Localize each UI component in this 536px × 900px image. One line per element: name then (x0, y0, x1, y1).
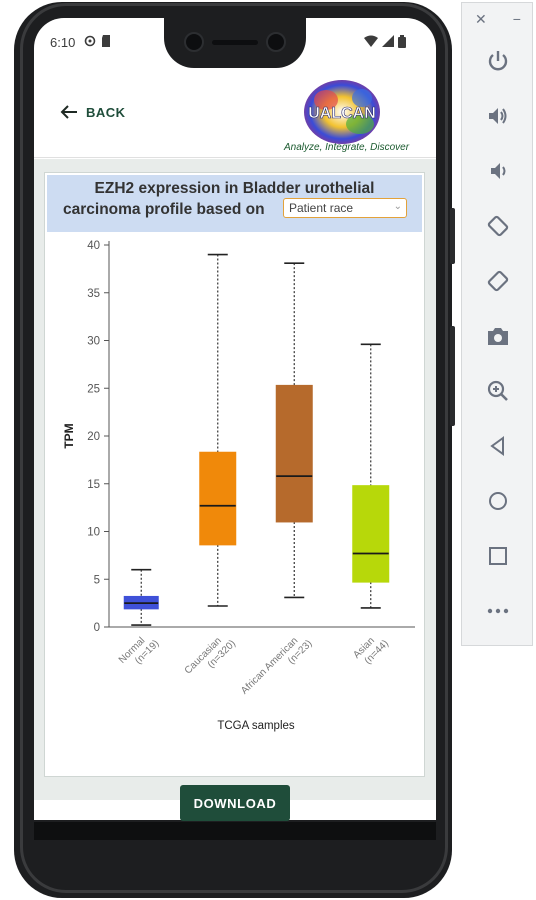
y-tick-label: 10 (87, 527, 100, 539)
power-button[interactable] (480, 43, 516, 79)
y-tick-label: 40 (87, 240, 100, 252)
volume-down-button[interactable] (480, 153, 516, 189)
app-bar: BACK UALCAN Analyze, Integrate, Di (34, 68, 436, 158)
overview-icon (489, 547, 507, 565)
phone-power-button (450, 208, 455, 264)
volume-up-icon (489, 108, 507, 124)
y-tick-label: 0 (94, 622, 100, 634)
x-tick-label: African American(n=23) (239, 630, 314, 705)
home-icon (489, 492, 507, 510)
nav-home-button[interactable] (480, 483, 516, 519)
front-camera-icon (184, 32, 204, 52)
dropdown-value: Patient race (289, 201, 354, 215)
earpiece-speaker (212, 40, 258, 45)
x-tick-label: Asian(n=44) (351, 630, 391, 670)
front-sensor-icon (266, 32, 286, 52)
arrow-left-icon (60, 105, 77, 119)
boxplot-chart: 0 5 10 15 20 25 30 35 40 TPM Normal(n=19) Caucasian… (62, 240, 415, 732)
logo-graphic: UALCAN (304, 80, 380, 144)
screenshot-button[interactable] (480, 318, 516, 354)
sd-card-icon (102, 35, 110, 47)
status-time: 6:10 (50, 35, 76, 50)
emulator-toolbar: ✕ − (461, 2, 533, 646)
logo-tagline: Analyze, Integrate, Discover (284, 142, 410, 153)
grouping-dropdown[interactable]: Patient race ⌄ (283, 198, 407, 218)
wifi-icon (364, 35, 378, 47)
emulator-window-controls: ✕ − (462, 11, 534, 28)
phone-screen: 6:10 BACK (34, 18, 436, 820)
battery-icon (398, 35, 406, 48)
notch (164, 18, 306, 68)
back-icon (490, 436, 504, 456)
nav-overview-button[interactable] (480, 538, 516, 574)
volume-down-icon (491, 163, 506, 179)
back-button[interactable]: BACK (60, 104, 126, 120)
content-area: EZH2 expression in Bladder urothelial ca… (34, 159, 436, 800)
phone-chin (34, 822, 436, 840)
more-icon (487, 608, 509, 614)
back-label: BACK (86, 104, 126, 120)
box-african-american (275, 384, 313, 523)
expression-card: EZH2 expression in Bladder urothelial ca… (44, 172, 425, 777)
status-left-icons (84, 35, 111, 47)
phone-volume-button (450, 326, 455, 426)
logo-text: UALCAN (308, 105, 376, 122)
zoom-button[interactable] (480, 373, 516, 409)
x-tick-label: Caucasian(n=320) (183, 630, 238, 685)
power-icon (488, 51, 508, 71)
ualcan-logo: UALCAN Analyze, Integrate, Discover (282, 76, 430, 156)
rotate-left-button[interactable] (480, 208, 516, 244)
y-tick-label: 35 (87, 288, 100, 300)
close-icon[interactable]: ✕ (475, 11, 487, 27)
nav-back-button[interactable] (480, 428, 516, 464)
signal-icon (382, 35, 394, 47)
rotate-left-icon (487, 215, 509, 237)
more-button[interactable] (480, 593, 516, 629)
card-header: EZH2 expression in Bladder urothelial ca… (47, 175, 422, 232)
x-tick-label: Normal(n=19) (117, 630, 162, 675)
camera-icon (488, 328, 508, 345)
chevron-down-icon: ⌄ (393, 201, 402, 212)
card-title-line2: carcinoma profile based on (63, 201, 265, 218)
y-tick-label: 15 (87, 479, 100, 491)
rotate-right-button[interactable] (480, 263, 516, 299)
y-tick-label: 25 (87, 383, 100, 395)
x-axis-title: TCGA samples (217, 720, 295, 732)
status-right-icons (364, 35, 406, 48)
gear-status-icon (84, 35, 96, 47)
y-tick-label: 20 (87, 431, 100, 443)
download-button[interactable]: DOWNLOAD (180, 785, 290, 821)
y-tick-label: 5 (94, 574, 100, 586)
volume-up-button[interactable] (480, 98, 516, 134)
box-caucasian (199, 451, 237, 546)
zoom-icon (487, 380, 508, 401)
status-bar: 6:10 (34, 32, 436, 54)
card-title-line1: EZH2 expression in Bladder urothelial (94, 180, 375, 197)
y-axis-title: TPM (62, 423, 76, 448)
box-asian (352, 485, 390, 583)
minimize-icon[interactable]: − (512, 11, 521, 27)
rotate-right-icon (487, 270, 509, 292)
y-tick-label: 30 (87, 336, 100, 348)
